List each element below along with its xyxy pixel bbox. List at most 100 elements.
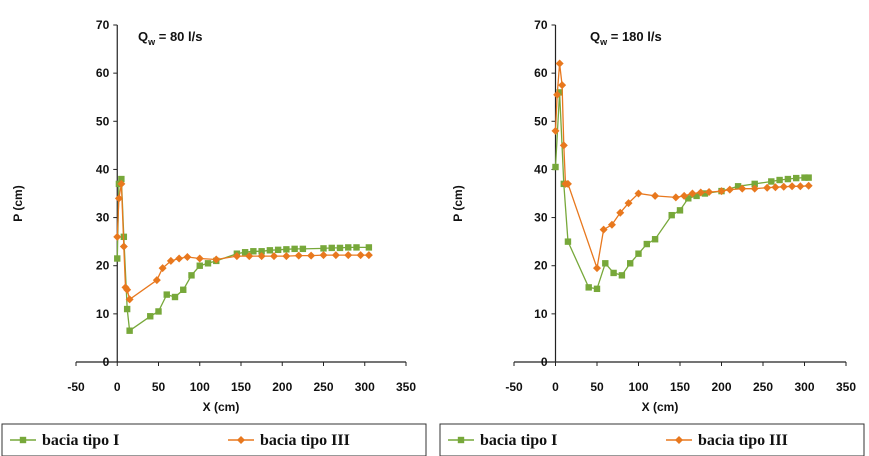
data-point	[204, 260, 212, 267]
x-tick-label: 350	[836, 380, 856, 394]
data-point	[283, 246, 290, 253]
x-tick-label: 150	[670, 380, 690, 394]
data-point	[805, 174, 812, 181]
data-point	[693, 192, 700, 200]
data-point	[345, 244, 352, 251]
data-point	[793, 174, 800, 182]
y-axis-label: P (cm)	[11, 185, 25, 221]
data-point	[307, 251, 316, 260]
x-tick-label: 50	[590, 380, 604, 394]
legend: bacia tipo I bacia tipo III	[1, 423, 427, 456]
data-point	[796, 182, 805, 191]
data-point	[685, 195, 692, 202]
chart-title-value: = 80 l/s	[155, 29, 202, 44]
data-point	[553, 90, 562, 99]
data-point	[257, 252, 266, 261]
data-point	[552, 163, 559, 171]
data-point	[671, 193, 680, 202]
data-point	[114, 255, 121, 262]
legend-label: bacia tipo I	[42, 432, 119, 449]
data-point	[717, 187, 726, 196]
data-point	[125, 295, 134, 304]
series-bacia-tipo-iii	[551, 59, 813, 273]
y-tick-label: 40	[534, 162, 548, 176]
data-point	[114, 194, 123, 203]
data-point	[558, 81, 567, 90]
data-point	[245, 252, 254, 261]
data-point	[585, 284, 592, 291]
data-point	[152, 276, 161, 285]
x-tick-label: 50	[152, 380, 166, 394]
legend-label: bacia tipo III	[260, 432, 350, 449]
data-point	[602, 260, 609, 267]
y-tick-label: 60	[96, 66, 110, 80]
chart-title-symbol: Q	[138, 29, 148, 44]
data-point	[113, 232, 122, 241]
y-tick-label: 10	[96, 307, 110, 321]
data-point	[188, 272, 195, 279]
data-point	[299, 245, 307, 253]
chart-panel-right: 0 10 20 30 40 50 60 70 -50 0 50 100 150 200 250 300 350 X…	[439, 18, 865, 456]
data-point	[163, 291, 170, 298]
y-tick-label: 0	[103, 355, 110, 369]
data-point	[331, 251, 340, 260]
data-point	[180, 286, 187, 293]
y-tick-label: 30	[534, 211, 548, 225]
data-point	[771, 183, 780, 192]
data-point	[696, 188, 705, 197]
x-axis-label: X (cm)	[203, 400, 240, 414]
data-point	[593, 285, 601, 293]
data-point	[784, 175, 792, 183]
data-point	[183, 253, 192, 262]
x-tick-label: 200	[272, 380, 292, 394]
data-point	[559, 141, 568, 150]
data-point	[258, 248, 265, 255]
data-point	[175, 254, 184, 263]
data-point	[750, 184, 759, 193]
data-point	[282, 252, 291, 261]
legend-marker	[19, 436, 27, 444]
data-point	[680, 191, 689, 200]
data-point	[804, 181, 813, 190]
data-point	[212, 255, 221, 264]
data-point	[171, 293, 179, 301]
x-axis-label: X (cm)	[642, 400, 679, 414]
y-tick-label: 50	[96, 114, 110, 128]
legend: bacia tipo I bacia tipo III	[439, 423, 865, 456]
data-point	[616, 208, 625, 217]
data-point	[356, 251, 365, 260]
x-tick-label: -50	[67, 380, 85, 394]
data-point	[294, 251, 303, 260]
data-point	[627, 260, 634, 267]
data-point	[624, 199, 633, 208]
x-tick-label: 0	[114, 380, 121, 394]
data-point	[668, 211, 675, 219]
data-point	[195, 254, 204, 263]
data-point	[734, 183, 742, 190]
data-point	[241, 249, 249, 256]
x-tick-label: 300	[794, 380, 814, 394]
data-point	[738, 184, 747, 193]
data-point	[776, 176, 783, 184]
y-tick-label: 70	[96, 18, 110, 32]
data-point	[551, 126, 560, 135]
y-tick-label: 20	[534, 259, 548, 273]
legend-label: bacia tipo III	[698, 432, 788, 449]
data-point	[166, 256, 175, 265]
legend-marker	[237, 436, 245, 444]
data-point	[599, 225, 608, 234]
data-point	[117, 179, 126, 188]
y-tick-label: 10	[534, 307, 548, 321]
data-point	[779, 182, 788, 191]
legend-label: bacia tipo I	[480, 432, 557, 449]
data-point	[556, 89, 563, 96]
y-tick-label: 70	[534, 18, 548, 32]
data-point	[555, 59, 564, 68]
legend-marker	[457, 436, 465, 444]
data-point	[607, 220, 616, 229]
data-point	[344, 251, 353, 260]
chart-title-value: = 180 l/s	[607, 29, 662, 44]
data-point	[676, 207, 684, 214]
data-point	[564, 238, 572, 245]
